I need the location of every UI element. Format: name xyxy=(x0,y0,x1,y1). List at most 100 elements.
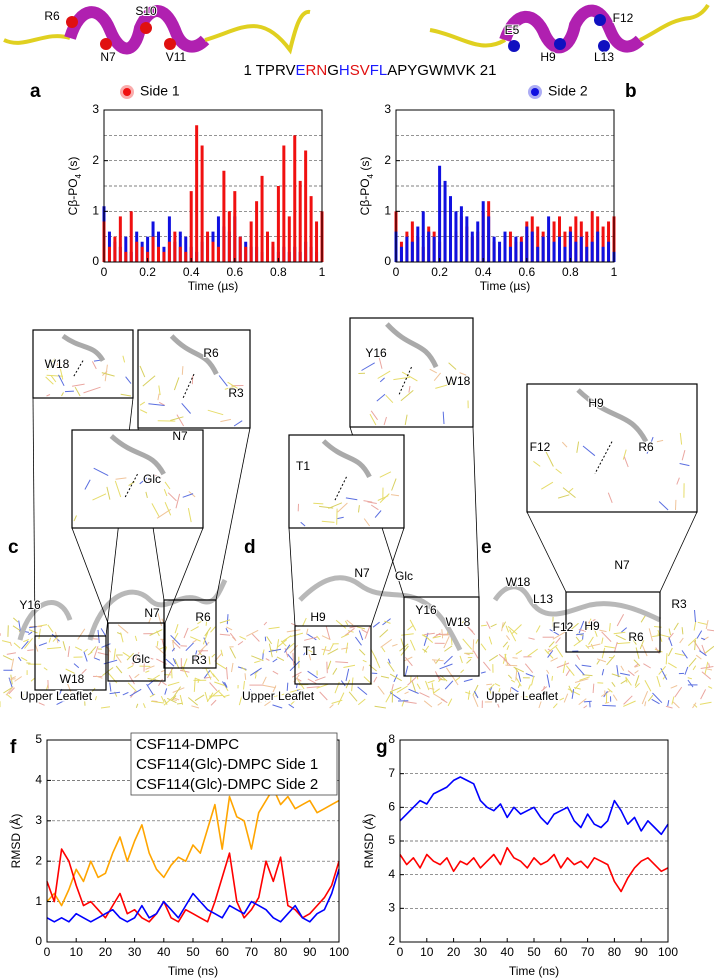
lipid xyxy=(407,676,417,686)
lipid xyxy=(706,668,713,671)
x-axis-label: Time (µs) xyxy=(480,279,530,293)
lipid xyxy=(193,678,196,692)
lipid xyxy=(331,699,343,704)
lipid xyxy=(281,693,294,702)
lipid xyxy=(381,647,386,653)
residue-label: W18 xyxy=(446,615,471,629)
residue-label: S10 xyxy=(135,4,157,18)
y-tick-label: 3 xyxy=(92,102,99,116)
lipid xyxy=(83,386,101,394)
lipid xyxy=(316,683,329,689)
lipid xyxy=(490,623,497,628)
lipid xyxy=(94,696,97,701)
lipid xyxy=(616,642,631,645)
residue-label: R6 xyxy=(203,346,219,360)
y-tick-label: 4 xyxy=(388,867,395,881)
legend-label: Side 1 xyxy=(140,83,180,99)
h-bond xyxy=(334,476,347,501)
lipid xyxy=(552,631,566,640)
sequence-segment: H xyxy=(339,62,350,79)
lipid xyxy=(380,638,392,648)
lipid xyxy=(697,621,708,625)
sequence: 1 TPRVERNGHSVFLAPYGWMVK 21 xyxy=(244,62,497,79)
y-tick-label: 0 xyxy=(384,254,391,268)
lipid xyxy=(93,467,109,477)
lipid xyxy=(212,673,220,682)
lipid xyxy=(433,632,441,639)
lipid xyxy=(197,678,200,684)
lipid xyxy=(623,456,629,468)
lipid xyxy=(276,656,285,662)
lipid xyxy=(503,658,511,667)
lipid xyxy=(527,648,538,657)
y-tick-label: 1 xyxy=(384,204,391,218)
lipid xyxy=(287,653,296,665)
lipid xyxy=(681,627,684,635)
lipid xyxy=(440,698,448,704)
lipid xyxy=(444,645,453,652)
leaflet-label: Upper Leaflet xyxy=(242,689,315,703)
zoom-line xyxy=(32,397,36,637)
helix-side1: R6 S10 N7 V11 xyxy=(3,3,311,65)
lipid xyxy=(145,491,148,499)
lipid xyxy=(667,700,670,707)
lipid xyxy=(578,620,585,634)
lipid xyxy=(171,668,173,679)
lipid xyxy=(139,365,146,378)
lipid xyxy=(488,636,493,645)
lipid xyxy=(20,656,28,662)
lipid xyxy=(163,489,168,497)
lipid xyxy=(515,649,523,655)
lipid xyxy=(149,629,163,636)
inset xyxy=(526,383,698,513)
lipid xyxy=(387,661,395,672)
lipid xyxy=(115,665,123,674)
lipid xyxy=(270,693,285,698)
lipid xyxy=(585,644,590,649)
lipid xyxy=(254,674,257,679)
lipid xyxy=(615,634,626,641)
lipid xyxy=(672,701,680,709)
lipid xyxy=(687,637,697,646)
residue-label: R6 xyxy=(44,9,60,23)
lipid xyxy=(562,487,576,498)
lipid xyxy=(291,671,302,678)
lipid xyxy=(566,665,575,677)
lipid xyxy=(27,649,34,651)
lipid xyxy=(344,627,355,636)
lipid xyxy=(466,658,472,664)
lipid xyxy=(552,703,558,709)
lipid xyxy=(694,639,696,651)
lipid xyxy=(288,703,295,709)
lipid xyxy=(272,670,279,675)
residue-label: V11 xyxy=(166,50,187,64)
lipid xyxy=(226,614,229,625)
lipid xyxy=(459,372,467,376)
lipid xyxy=(209,682,218,692)
zoom-line xyxy=(370,527,405,627)
lipid xyxy=(563,693,569,703)
lipid xyxy=(250,667,262,676)
lipid xyxy=(364,626,371,639)
lipid xyxy=(59,368,64,380)
lipid xyxy=(125,376,132,384)
lipid xyxy=(344,620,349,626)
lipid xyxy=(167,681,180,686)
panel-label: a xyxy=(30,81,41,102)
membrane-snapshots xyxy=(0,317,714,709)
lipid xyxy=(272,704,283,709)
lipid xyxy=(204,627,212,637)
residue-stick xyxy=(385,322,439,369)
lipid xyxy=(550,657,558,662)
x-tick-label: 0.2 xyxy=(431,265,448,279)
lipid xyxy=(681,650,688,659)
leaflet-label: Upper Leaflet xyxy=(20,689,93,703)
lipid xyxy=(623,700,636,707)
lipid xyxy=(370,410,379,421)
lipid xyxy=(225,627,229,633)
lipid xyxy=(209,695,223,697)
lipid xyxy=(357,686,368,695)
lipid xyxy=(100,628,107,637)
lipid xyxy=(679,463,690,467)
y-tick-label: 4 xyxy=(35,773,42,787)
